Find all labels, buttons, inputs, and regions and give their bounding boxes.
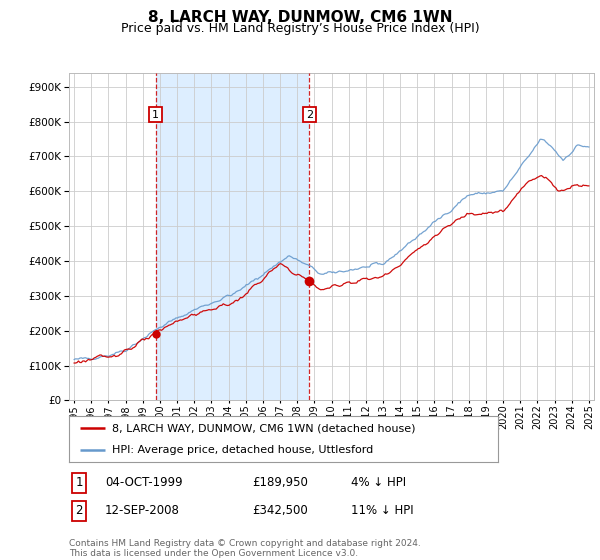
- Text: Price paid vs. HM Land Registry’s House Price Index (HPI): Price paid vs. HM Land Registry’s House …: [121, 22, 479, 35]
- Text: HPI: Average price, detached house, Uttlesford: HPI: Average price, detached house, Uttl…: [112, 445, 373, 455]
- Text: Contains HM Land Registry data © Crown copyright and database right 2024.
This d: Contains HM Land Registry data © Crown c…: [69, 539, 421, 558]
- Text: 2: 2: [76, 504, 83, 517]
- Text: 11% ↓ HPI: 11% ↓ HPI: [351, 504, 413, 517]
- Text: 04-OCT-1999: 04-OCT-1999: [105, 476, 182, 489]
- Text: 8, LARCH WAY, DUNMOW, CM6 1WN: 8, LARCH WAY, DUNMOW, CM6 1WN: [148, 10, 452, 25]
- Text: £189,950: £189,950: [252, 476, 308, 489]
- Text: 12-SEP-2008: 12-SEP-2008: [105, 504, 180, 517]
- Text: £342,500: £342,500: [252, 504, 308, 517]
- Text: 1: 1: [76, 476, 83, 489]
- Bar: [155, 73, 309, 400]
- Text: 8, LARCH WAY, DUNMOW, CM6 1WN (detached house): 8, LARCH WAY, DUNMOW, CM6 1WN (detached …: [112, 423, 415, 433]
- Text: 4% ↓ HPI: 4% ↓ HPI: [351, 476, 406, 489]
- Text: 2: 2: [305, 110, 313, 120]
- Text: 1: 1: [152, 110, 159, 120]
